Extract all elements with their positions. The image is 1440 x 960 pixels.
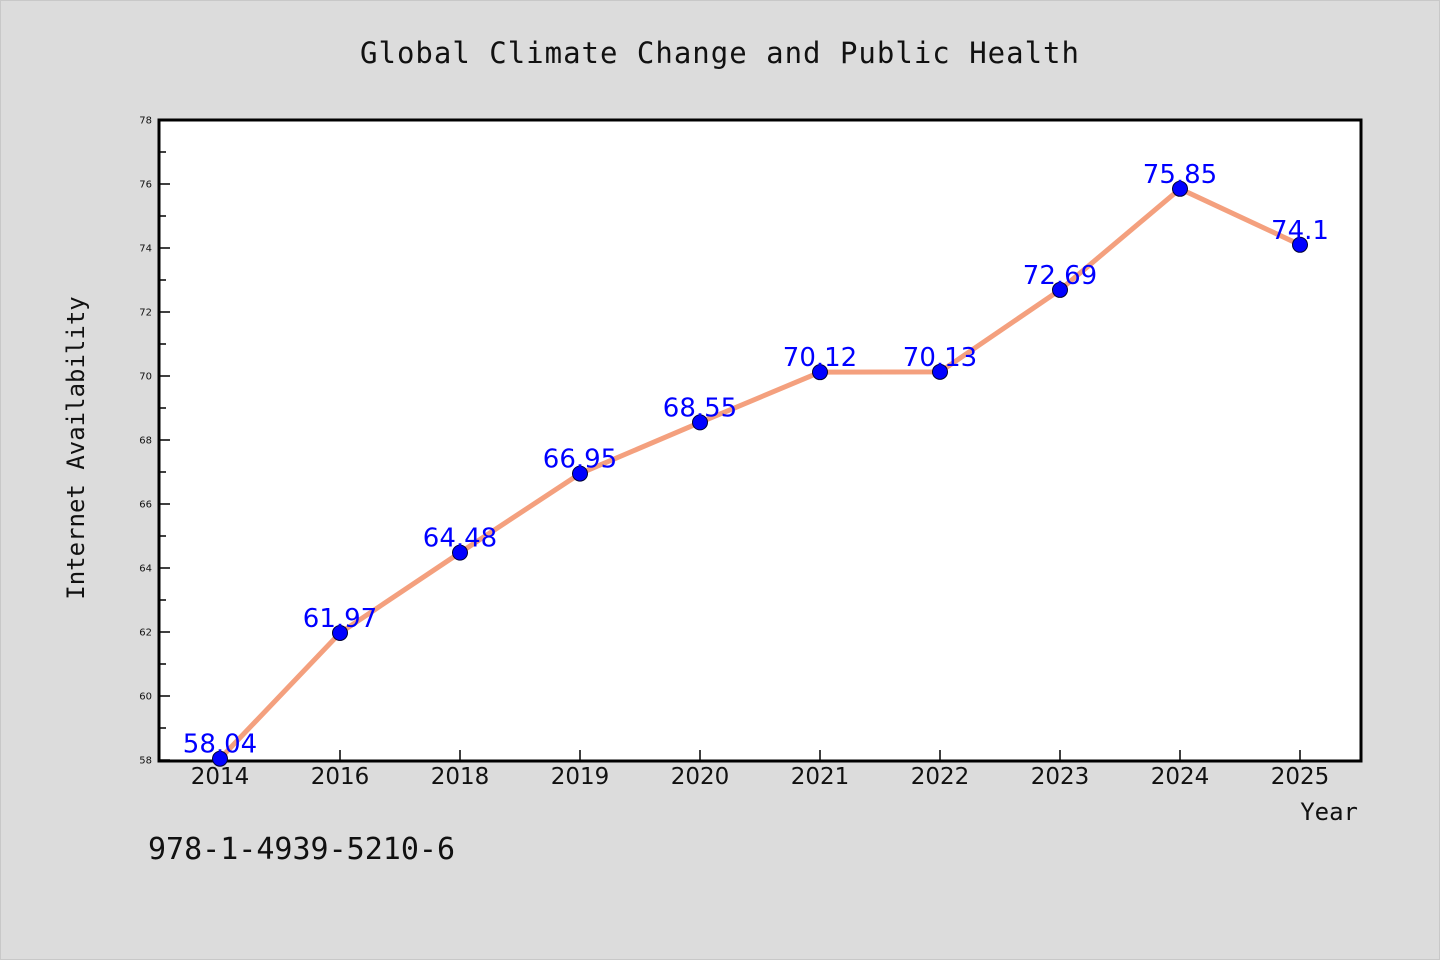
data-labels: 58.04 61.97 64.48 66.95 68.55 70.12 70.13 72.69… <box>183 160 1329 760</box>
y-tick-label: 76 <box>139 180 152 191</box>
series-line <box>217 186 1303 762</box>
data-label: 61.97 <box>303 604 377 634</box>
data-point <box>1292 236 1308 253</box>
y-tick-label: 58 <box>139 756 152 767</box>
data-label: 70.13 <box>903 343 977 373</box>
y-tick-label: 64 <box>139 564 152 575</box>
y-axis-title: Internet Availability <box>62 296 90 599</box>
data-point <box>1172 180 1188 197</box>
y-tick-label: 68 <box>139 436 152 447</box>
x-tick-label: 2018 <box>431 764 490 790</box>
x-tick-label: 2020 <box>671 764 730 790</box>
x-tick-label: 2024 <box>1151 764 1210 790</box>
x-tick-label: 2019 <box>551 764 610 790</box>
x-tick-label: 2025 <box>1271 764 1330 790</box>
data-point <box>572 465 588 482</box>
y-tick-label: 72 <box>139 308 152 319</box>
x-tick-label: 2023 <box>1031 764 1090 790</box>
data-label: 72.69 <box>1023 261 1097 291</box>
data-label: 68.55 <box>663 393 737 423</box>
data-label: 64.48 <box>423 524 497 554</box>
x-tick-label: 2016 <box>311 764 370 790</box>
chart-title: Global Climate Change and Public Health <box>360 36 1080 70</box>
data-label: 75.85 <box>1143 160 1217 190</box>
y-tick-label: 78 <box>139 116 152 127</box>
data-point <box>1052 281 1068 298</box>
data-label: 66.95 <box>543 445 617 475</box>
y-tick-label: 62 <box>139 628 152 639</box>
y-tick-label: 74 <box>139 244 152 255</box>
y-axis: 58 60 62 64 66 68 70 72 74 76 78 <box>139 116 170 767</box>
data-point <box>692 414 708 431</box>
plot-area <box>157 118 1363 763</box>
data-label: 70.12 <box>783 343 857 373</box>
x-tick-label: 2014 <box>191 764 250 790</box>
y-tick-label: 60 <box>139 692 152 703</box>
data-point <box>212 750 228 767</box>
series-markers <box>212 180 1308 767</box>
data-point <box>452 544 468 561</box>
x-tick-label: 2022 <box>911 764 970 790</box>
x-tick-label: 2021 <box>791 764 850 790</box>
data-point <box>932 363 948 380</box>
x-axis-title: Year <box>1300 798 1358 826</box>
data-point <box>812 364 828 381</box>
y-tick-label: 66 <box>139 500 152 511</box>
y-tick-label: 70 <box>139 372 152 383</box>
data-label: 58.04 <box>183 730 257 760</box>
data-point <box>332 624 348 641</box>
x-axis: 2014 2016 2018 2019 2020 2021 2022 2023 2024 2025 <box>191 750 1330 790</box>
data-label: 74.1 <box>1271 216 1329 246</box>
isbn-text: 978-1-4939-5210-6 <box>148 832 456 867</box>
